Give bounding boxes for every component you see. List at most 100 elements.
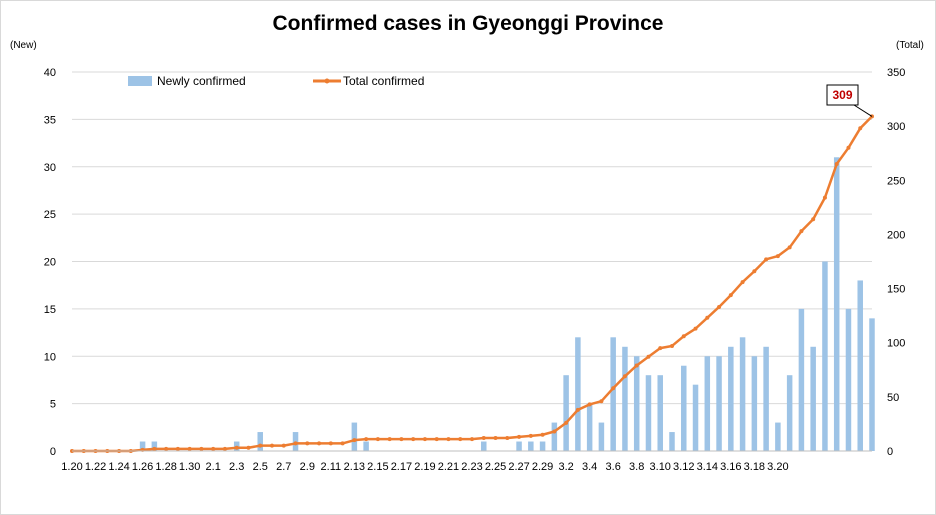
bar-newly-confirmed xyxy=(622,346,628,451)
y-right-tick-label: 150 xyxy=(887,284,905,296)
x-tick-label: 3.8 xyxy=(629,461,644,473)
total-confirmed-point xyxy=(211,446,216,451)
x-tick-label: 1.24 xyxy=(108,461,129,473)
total-confirmed-point xyxy=(787,245,792,250)
annotation-leader-line xyxy=(853,104,873,117)
total-confirmed-point xyxy=(587,402,592,407)
bar-newly-confirmed xyxy=(633,356,640,451)
x-tick-label: 2.19 xyxy=(414,461,435,473)
total-confirmed-point xyxy=(646,354,651,359)
line-total-confirmed xyxy=(70,114,874,453)
bar-newly-confirmed xyxy=(598,422,605,451)
bar-newly-confirmed xyxy=(481,441,487,451)
bar-newly-confirmed xyxy=(516,441,522,451)
total-confirmed-point xyxy=(822,195,827,200)
bar-newly-confirmed xyxy=(528,441,534,451)
annotation-label: 309 xyxy=(832,88,852,102)
total-confirmed-point xyxy=(540,432,545,437)
bar-newly-confirmed xyxy=(539,441,546,451)
y-left-tick-label: 25 xyxy=(44,209,56,221)
chart-title: Confirmed cases in Gyeonggi Province xyxy=(272,12,664,35)
total-confirmed-point xyxy=(234,445,239,450)
bar-newly-confirmed xyxy=(645,375,652,451)
total-confirmed-point xyxy=(505,436,510,441)
total-confirmed-point xyxy=(399,437,404,442)
total-confirmed-point xyxy=(517,434,522,439)
bar-newly-confirmed xyxy=(869,318,875,451)
bar-newly-confirmed xyxy=(810,346,816,451)
total-confirmed-point xyxy=(528,433,533,438)
total-confirmed-point xyxy=(658,346,663,351)
total-confirmed-point xyxy=(552,429,557,434)
total-confirmed-point xyxy=(717,304,722,309)
total-confirmed-point xyxy=(446,437,451,442)
legend: Newly confirmed Total confirmed xyxy=(128,74,424,88)
total-confirmed-point xyxy=(740,280,745,285)
bar-newly-confirmed xyxy=(728,346,734,451)
x-tick-label: 2.21 xyxy=(438,461,459,473)
bar-newly-confirmed xyxy=(716,356,722,451)
y-left-tick-label: 35 xyxy=(44,114,56,126)
total-confirmed-point xyxy=(258,443,263,448)
total-confirmed-point xyxy=(599,399,604,404)
x-tick-label: 3.20 xyxy=(767,461,788,473)
legend-swatch-total-marker xyxy=(324,78,330,84)
x-tick-label: 1.22 xyxy=(85,461,106,473)
y-left-tick-label: 30 xyxy=(44,162,56,174)
y-right-tick-label: 100 xyxy=(887,338,905,350)
x-tick-label: 3.14 xyxy=(697,461,718,473)
total-confirmed-point xyxy=(858,126,863,131)
x-tick-label: 2.23 xyxy=(461,461,482,473)
x-tick-label: 2.13 xyxy=(344,461,365,473)
total-confirmed-point xyxy=(246,445,251,450)
x-tick-label: 3.12 xyxy=(673,461,694,473)
y-left-tick-label: 5 xyxy=(50,399,56,411)
bar-newly-confirmed xyxy=(257,432,263,451)
x-tick-label: 3.18 xyxy=(744,461,765,473)
grid-lines xyxy=(72,71,872,405)
y-right-tick-label: 300 xyxy=(887,121,905,133)
x-tick-label: 2.5 xyxy=(253,461,268,473)
y-right-axis-label: (Total) xyxy=(896,40,924,51)
total-confirmed-point xyxy=(199,446,204,451)
total-confirmed-point xyxy=(375,437,380,442)
x-tick-label: 1.20 xyxy=(61,461,82,473)
x-tick-label: 3.10 xyxy=(650,461,671,473)
y-left-tick-label: 40 xyxy=(44,67,56,79)
x-tick-label: 2.15 xyxy=(367,461,388,473)
total-confirmed-point xyxy=(352,438,357,443)
bar-newly-confirmed xyxy=(363,441,369,451)
bar-newly-confirmed xyxy=(704,356,711,451)
total-confirmed-point xyxy=(799,229,804,234)
bar-newly-confirmed xyxy=(751,356,758,451)
y-left-axis-label: (New) xyxy=(10,40,37,51)
total-confirmed-point xyxy=(305,441,310,446)
bar-newly-confirmed xyxy=(551,422,558,451)
total-confirmed-point xyxy=(705,315,710,320)
total-confirmed-point xyxy=(846,145,851,150)
total-confirmed-point xyxy=(764,257,769,262)
bar-newly-confirmed xyxy=(657,375,663,451)
x-tick-label: 3.4 xyxy=(582,461,597,473)
x-tick-label: 2.25 xyxy=(485,461,506,473)
total-confirmed-point xyxy=(387,437,392,442)
total-confirmed-point xyxy=(575,407,580,412)
annotations: 309 xyxy=(826,84,873,117)
y-left-tick-label: 20 xyxy=(44,257,56,269)
total-confirmed-point xyxy=(752,269,757,274)
total-confirmed-point xyxy=(634,363,639,368)
legend-label-newly-confirmed: Newly confirmed xyxy=(157,74,246,88)
total-confirmed-point xyxy=(152,446,157,451)
x-tick-label: 2.1 xyxy=(206,461,221,473)
total-confirmed-point xyxy=(681,334,686,339)
total-confirmed-point xyxy=(187,446,192,451)
x-tick-label: 1.26 xyxy=(132,461,153,473)
bar-newly-confirmed xyxy=(692,384,699,451)
x-tick-label: 2.7 xyxy=(276,461,291,473)
x-tick-label: 3.16 xyxy=(720,461,741,473)
total-confirmed-point xyxy=(422,437,427,442)
x-tick-label: 1.28 xyxy=(155,461,176,473)
y-left-tick-label: 10 xyxy=(44,351,56,363)
x-tick-label: 2.11 xyxy=(321,461,342,473)
